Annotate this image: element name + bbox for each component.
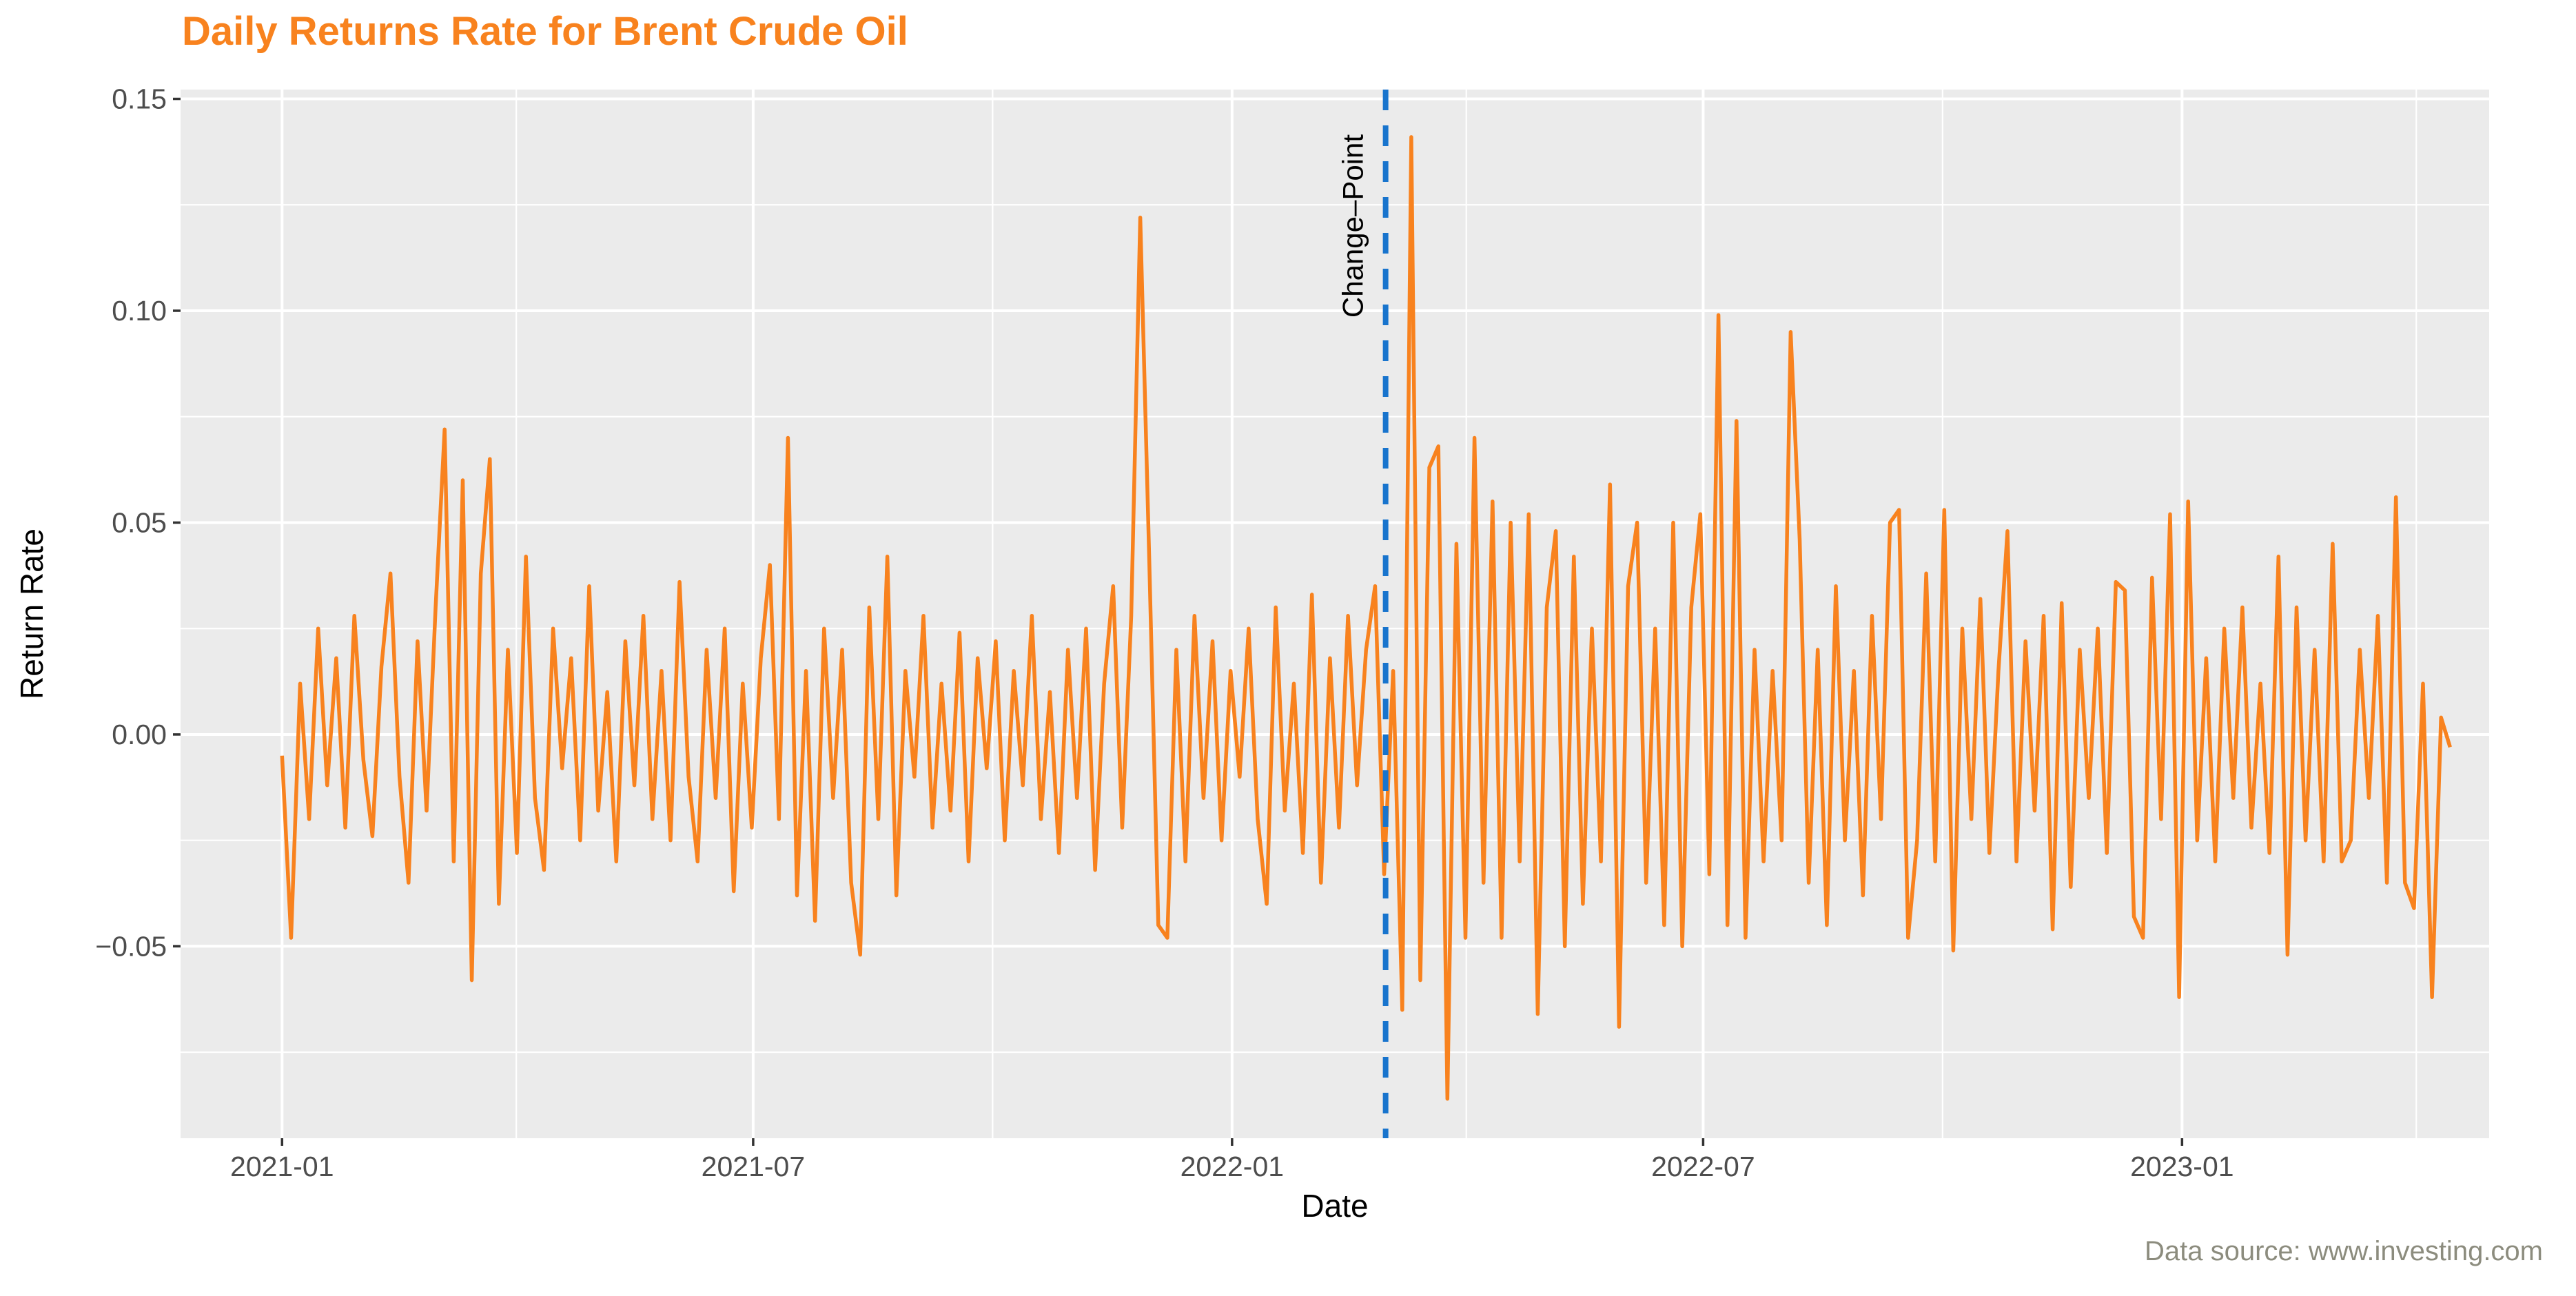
data-source-caption: Data source: www.investing.com [2144, 1236, 2543, 1266]
return-rate-line-layer [280, 135, 2452, 1101]
axis-tick-labels: 0.15 0.10 0.05 0.00 −0.05 2021-01 2021-07 2022-… [95, 83, 2233, 1182]
return-rate-line [280, 135, 2452, 1101]
x-tick-label: 2021-01 [230, 1151, 334, 1182]
x-tick-label: 2022-07 [1651, 1151, 1755, 1182]
x-tick-label: 2022-01 [1180, 1151, 1284, 1182]
chart-title: Daily Returns Rate for Brent Crude Oil [182, 9, 908, 54]
x-tick-label: 2023-01 [2130, 1151, 2233, 1182]
minor-gridlines [181, 90, 2489, 1138]
y-tick-label: 0.00 [112, 719, 167, 750]
x-tick-label: 2021-07 [702, 1151, 805, 1182]
y-tick-label: 0.05 [112, 506, 167, 538]
change-point-label: Change–Point [1337, 134, 1369, 318]
y-tick-label: −0.05 [95, 930, 167, 962]
y-tick-label: 0.15 [112, 83, 167, 115]
axis-ticks [173, 97, 2184, 1146]
y-axis-title: Return Rate [14, 528, 50, 699]
x-axis-title: Date [1301, 1188, 1368, 1224]
plot-panel [181, 90, 2489, 1138]
y-tick-label: 0.10 [112, 295, 167, 327]
